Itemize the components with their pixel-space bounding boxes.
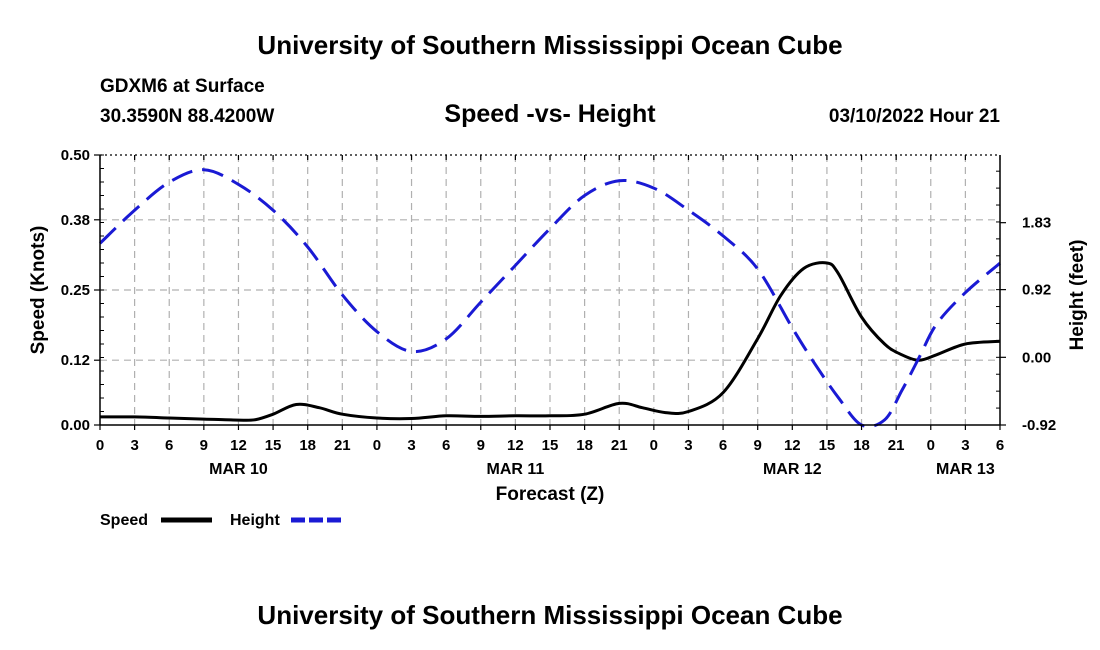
date-label: MAR 13	[936, 461, 995, 478]
x-tick-label: 12	[784, 437, 801, 454]
y-right-tick-label: -0.92	[1022, 417, 1056, 434]
forecast-datetime: 03/10/2022 Hour 21	[828, 106, 1000, 127]
y-right-tick-label: 0.00	[1022, 349, 1051, 366]
x-tick-label: 12	[507, 437, 524, 454]
x-tick-label: 9	[200, 437, 208, 454]
x-tick-label: 3	[130, 437, 138, 454]
date-label: MAR 12	[763, 461, 822, 478]
x-tick-label: 21	[611, 437, 628, 454]
x-tick-label: 6	[996, 437, 1004, 454]
x-tick-label: 6	[442, 437, 450, 454]
x-tick-label: 21	[334, 437, 351, 454]
x-tick-label: 18	[853, 437, 870, 454]
series-layer	[98, 168, 1001, 429]
date-label: MAR 10	[209, 461, 268, 478]
x-tick-label: 3	[961, 437, 969, 454]
y-left-tick-label: 0.25	[61, 282, 90, 299]
y-left-tick-label: 0.12	[61, 352, 90, 369]
coordinates-label: 30.3590N 88.4200W	[100, 106, 275, 127]
x-tick-label: 0	[96, 437, 104, 454]
x-tick-label: 9	[754, 437, 762, 454]
x-tick-label: 9	[477, 437, 485, 454]
x-tick-label: 15	[265, 437, 282, 454]
x-tick-label: 12	[230, 437, 247, 454]
x-tick-label: 18	[299, 437, 316, 454]
x-tick-label: 18	[576, 437, 593, 454]
x-tick-label: 0	[650, 437, 658, 454]
axis-layer: 0 3 6 9 12 15 18 21 0 3 6 9 12 15 18 21 0 3 6 9 12 15 18 21 0 3 6M…	[28, 147, 1088, 505]
date-label: MAR 11	[486, 461, 544, 478]
x-axis-title: Forecast (Z)	[496, 484, 605, 505]
legend-label-speed: Speed	[100, 512, 148, 529]
x-tick-label: 21	[888, 437, 905, 454]
legend-layer: Speed Height	[100, 512, 342, 529]
x-tick-label: 3	[407, 437, 415, 454]
series-line-height	[98, 168, 1001, 429]
x-tick-label: 15	[819, 437, 836, 454]
y-left-tick-label: 0.00	[61, 417, 90, 434]
legend-label-height: Height	[230, 512, 280, 529]
y-right-tick-label: 1.83	[1022, 215, 1051, 232]
x-tick-label: 3	[684, 437, 692, 454]
main-title: University of Southern Mississippi Ocean…	[257, 30, 843, 60]
x-tick-label: 0	[927, 437, 935, 454]
y-left-axis-title: Speed (Knots)	[28, 226, 49, 355]
grid-layer	[100, 155, 1000, 425]
x-tick-label: 6	[719, 437, 727, 454]
x-tick-label: 0	[373, 437, 381, 454]
y-left-tick-label: 0.50	[61, 147, 90, 164]
x-tick-label: 6	[165, 437, 173, 454]
series-line-speed	[99, 261, 1001, 422]
y-right-tick-label: 0.92	[1022, 282, 1051, 299]
station-label: GDXM6 at Surface	[100, 76, 265, 97]
x-tick-label: 15	[542, 437, 559, 454]
footer-title: University of Southern Mississippi Ocean…	[257, 600, 843, 630]
y-right-axis-title: Height (feet)	[1067, 240, 1088, 351]
chart-subtitle: Speed -vs- Height	[444, 100, 656, 128]
y-left-tick-label: 0.38	[61, 212, 90, 229]
